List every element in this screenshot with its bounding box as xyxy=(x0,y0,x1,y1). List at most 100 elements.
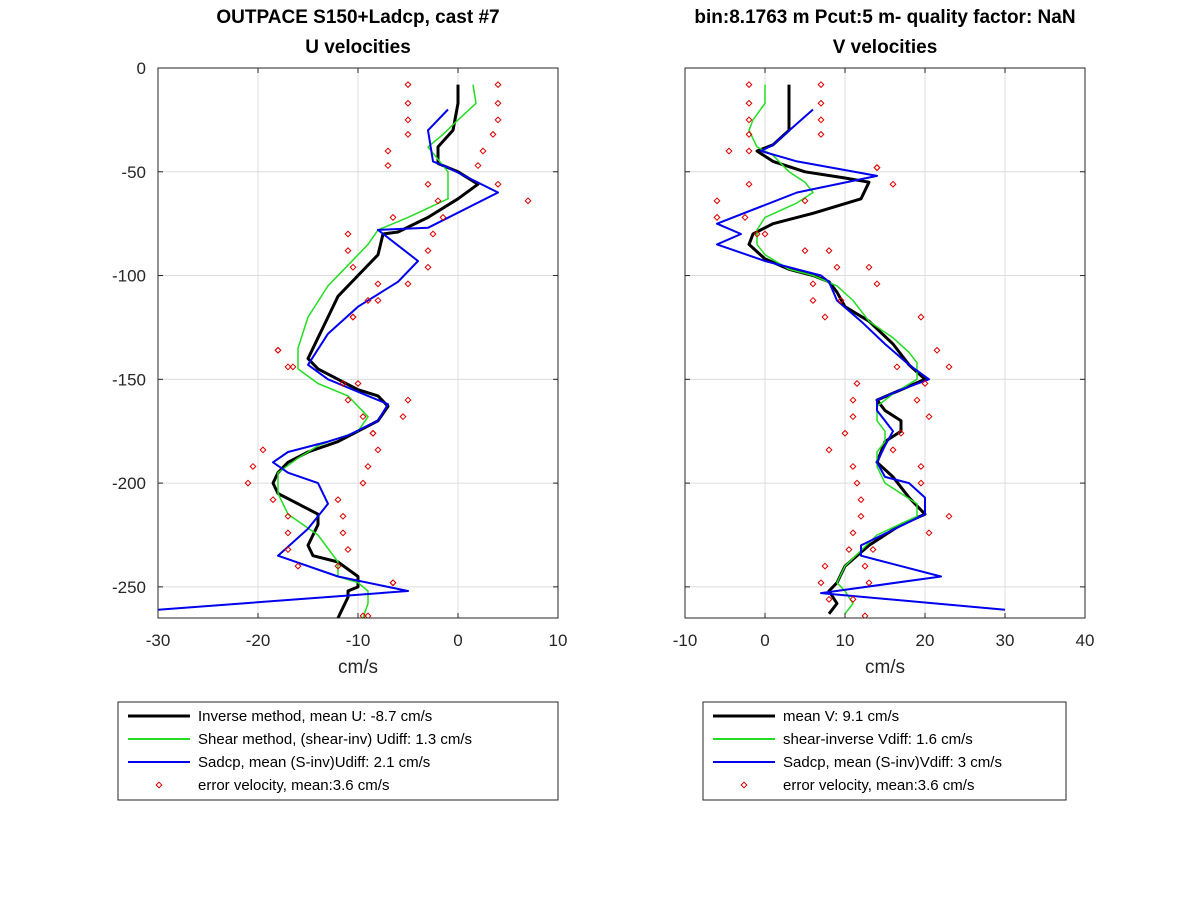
series-line-2 xyxy=(716,108,1006,611)
error-velocity-marker xyxy=(809,280,817,288)
legend-label: Inverse method, mean U: -8.7 cm/s xyxy=(198,708,432,725)
left-title-line2: U velocities xyxy=(305,37,411,58)
error-velocity-marker xyxy=(389,213,397,221)
error-velocity-marker xyxy=(849,396,857,404)
error-velocity-marker xyxy=(339,379,347,387)
error-velocity-marker xyxy=(349,263,357,271)
error-velocity-marker xyxy=(801,197,809,205)
error-velocity-marker xyxy=(404,280,412,288)
error-velocity-marker xyxy=(274,346,282,354)
error-velocity-marker xyxy=(861,612,869,618)
error-velocity-marker xyxy=(865,263,873,271)
x-tick-label: -10 xyxy=(673,631,698,650)
error-velocity-marker xyxy=(725,147,733,155)
error-velocity-marker xyxy=(849,462,857,470)
error-velocity-marker xyxy=(424,263,432,271)
error-velocity-marker xyxy=(761,230,769,238)
error-velocity-marker xyxy=(374,280,382,288)
error-velocity-marker xyxy=(339,529,347,537)
error-velocity-marker xyxy=(845,546,853,554)
error-velocity-marker xyxy=(897,429,905,437)
error-velocity-marker xyxy=(817,81,825,89)
error-velocity-marker xyxy=(849,413,857,421)
error-velocity-marker xyxy=(429,230,437,238)
error-velocity-marker xyxy=(857,496,865,504)
error-velocity-marker xyxy=(524,197,532,205)
error-velocity-marker xyxy=(853,479,861,487)
error-velocity-marker xyxy=(364,462,372,470)
series-group xyxy=(713,81,1006,618)
error-velocity-marker xyxy=(921,379,929,387)
left-ticks: -30 -20 -10 0 100-50-100-150-200-250 xyxy=(112,59,567,650)
error-velocity-marker xyxy=(833,263,841,271)
error-velocity-marker xyxy=(404,396,412,404)
y-tick-label: -250 xyxy=(112,578,146,597)
error-velocity-marker xyxy=(344,396,352,404)
error-velocity-marker xyxy=(753,230,761,238)
error-velocity-markers xyxy=(713,81,953,618)
x-tick-label: 30 xyxy=(996,631,1015,650)
error-velocity-marker xyxy=(745,81,753,89)
y-tick-label: -150 xyxy=(112,370,146,389)
series-line-0 xyxy=(271,84,480,618)
error-velocity-marker xyxy=(841,429,849,437)
error-velocity-marker xyxy=(745,116,753,124)
error-velocity-marker xyxy=(289,363,297,371)
error-velocity-marker xyxy=(745,130,753,138)
error-velocity-marker xyxy=(354,379,362,387)
y-tick-label: -100 xyxy=(112,267,146,286)
x-tick-label: -20 xyxy=(246,631,271,650)
error-velocity-marker xyxy=(339,512,347,520)
error-velocity-marker xyxy=(801,247,809,255)
error-velocity-marker xyxy=(817,579,825,587)
error-velocity-marker xyxy=(849,529,857,537)
error-velocity-marker xyxy=(284,363,292,371)
x-tick-label: 10 xyxy=(836,631,855,650)
error-velocity-marker xyxy=(284,546,292,554)
error-velocity-markers xyxy=(244,81,532,618)
error-velocity-marker xyxy=(359,479,367,487)
error-velocity-marker xyxy=(494,180,502,188)
error-velocity-marker xyxy=(284,529,292,537)
series-line-1 xyxy=(748,84,918,615)
error-velocity-marker xyxy=(479,147,487,155)
x-tick-label: 40 xyxy=(1076,631,1095,650)
x-tick-label: 20 xyxy=(916,631,935,650)
error-velocity-marker xyxy=(853,379,861,387)
legend-marker xyxy=(155,781,163,789)
error-velocity-marker xyxy=(424,247,432,255)
right-plot-area xyxy=(713,81,1006,618)
error-velocity-marker xyxy=(745,180,753,188)
error-velocity-marker xyxy=(364,296,372,304)
error-velocity-marker xyxy=(809,296,817,304)
error-velocity-marker xyxy=(741,213,749,221)
error-velocity-marker xyxy=(344,546,352,554)
left-plot-area xyxy=(158,81,532,618)
legend-label: error velocity, mean:3.6 cm/s xyxy=(198,777,389,794)
legend-label: error velocity, mean:3.6 cm/s xyxy=(783,777,974,794)
error-velocity-marker xyxy=(933,346,941,354)
error-velocity-marker xyxy=(384,147,392,155)
error-velocity-marker xyxy=(917,313,925,321)
legend-label: mean V: 9.1 cm/s xyxy=(783,708,899,725)
error-velocity-marker xyxy=(917,462,925,470)
x-tick-label: -10 xyxy=(346,631,371,650)
error-velocity-marker xyxy=(374,446,382,454)
error-velocity-marker xyxy=(474,162,482,170)
error-velocity-marker xyxy=(334,496,342,504)
error-velocity-marker xyxy=(494,99,502,107)
error-velocity-marker xyxy=(837,296,845,304)
error-velocity-marker xyxy=(369,429,377,437)
left-xlabel: cm/s xyxy=(338,657,378,678)
error-velocity-marker xyxy=(389,579,397,587)
error-velocity-marker xyxy=(825,595,833,603)
error-velocity-marker xyxy=(889,180,897,188)
right-axes-box xyxy=(684,67,1086,619)
left-title-line1: OUTPACE S150+Ladcp, cast #7 xyxy=(216,7,499,28)
left-axes: -30 -20 -10 0 100-50-100-150-200-250 cm/s xyxy=(112,59,567,678)
legend-marker xyxy=(740,781,748,789)
right-title-line1: bin:8.1763 m Pcut:5 m- quality factor: N… xyxy=(694,7,1075,28)
error-velocity-marker xyxy=(284,512,292,520)
error-velocity-marker xyxy=(384,162,392,170)
